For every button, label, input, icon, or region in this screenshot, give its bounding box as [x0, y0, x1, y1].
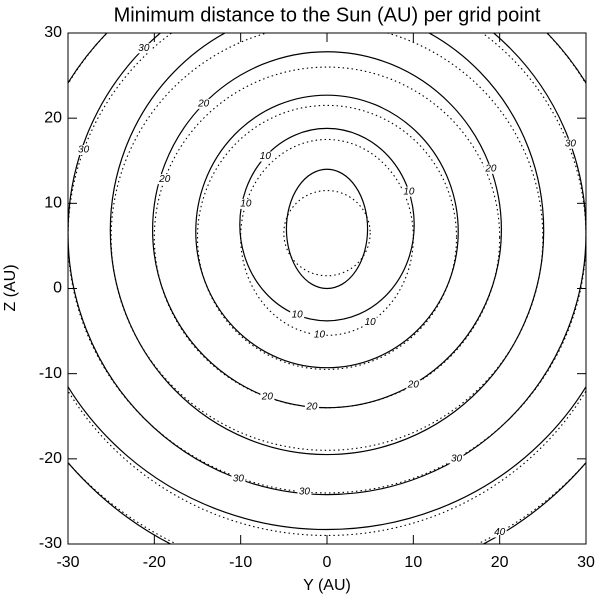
- contour-label: 10: [240, 199, 252, 210]
- contour-line: [239, 127, 415, 322]
- contour-label: 10: [365, 317, 377, 328]
- contour-label-bg: [297, 486, 312, 497]
- y-tick-label: 10: [44, 195, 62, 212]
- contour-label: 40: [494, 527, 506, 538]
- contour-line: [283, 190, 371, 277]
- contour-label: 20: [261, 392, 274, 403]
- y-axis-label: Z (AU): [2, 264, 19, 311]
- contour-label-bg: [312, 329, 327, 340]
- contour-line: [195, 94, 459, 369]
- contour-label-bg: [492, 527, 507, 538]
- contour-line: [68, 33, 586, 531]
- contour-label-bg: [238, 198, 253, 209]
- contour-line: [196, 104, 458, 370]
- contour-line: [153, 66, 501, 409]
- y-tick-label: -30: [39, 535, 62, 552]
- contour-line: [285, 168, 369, 290]
- contour-label-bg: [136, 43, 151, 54]
- contour-label: 20: [305, 402, 318, 413]
- contour-label: 10: [314, 330, 326, 341]
- y-tick-label: 20: [44, 109, 62, 126]
- contour-label-bg: [483, 163, 498, 174]
- x-tick-label: -10: [229, 554, 252, 571]
- contour-line: [109, 33, 545, 456]
- contour-label: 30: [451, 453, 463, 464]
- contour-label-bg: [196, 98, 211, 109]
- contour-label-bg: [231, 473, 246, 484]
- y-tick-label: 30: [44, 24, 62, 41]
- contour-line: [110, 33, 544, 451]
- contour-label-bg: [363, 317, 378, 328]
- contour-labels: 10 10 10 20 20 20 30 30 30 10 10 10 20 20 20 30 30 30 40: [76, 43, 578, 538]
- contour-label-bg: [258, 151, 273, 162]
- contour-label: 10: [292, 310, 304, 321]
- contour-label-bg: [304, 402, 319, 413]
- contour-label-bg: [449, 453, 464, 464]
- x-axis-label: Y (AU): [303, 577, 351, 594]
- contour-label: 20: [197, 99, 210, 110]
- contour-label: 10: [403, 186, 415, 197]
- contour-label: 20: [158, 174, 171, 185]
- contour-label: 30: [78, 145, 90, 156]
- contour-label: 20: [484, 163, 497, 174]
- x-tick-label: 0: [323, 554, 332, 571]
- y-tick-label: -20: [39, 450, 62, 467]
- contour-label-bg: [157, 174, 172, 185]
- y-tick-label: 0: [53, 280, 62, 297]
- contour-line: [240, 138, 414, 336]
- contour-label-bg: [406, 379, 421, 390]
- contour-line: [68, 33, 586, 494]
- x-tick-label: -20: [143, 554, 166, 571]
- y-tick-label: -10: [39, 365, 62, 382]
- contour-label: 30: [233, 473, 245, 484]
- x-tick-label: 30: [577, 554, 595, 571]
- contour-label-bg: [290, 310, 305, 321]
- contour-label-bg: [401, 186, 416, 197]
- x-tick-label: -30: [56, 554, 79, 571]
- contour-line: [68, 33, 586, 496]
- contour-label-bg: [76, 145, 91, 156]
- contour-line: [152, 51, 502, 409]
- contour-label: 10: [260, 151, 272, 162]
- x-tick-label: 20: [491, 554, 509, 571]
- contour-label-bg: [260, 391, 275, 402]
- contour-label-bg: [563, 138, 578, 149]
- contour-line: [68, 33, 586, 536]
- contour-label: 20: [407, 380, 420, 391]
- contour-label: 30: [138, 43, 150, 54]
- x-tick-label: 10: [404, 554, 422, 571]
- contour-label: 30: [299, 487, 311, 498]
- contour-label: 30: [565, 138, 577, 149]
- chart-title: Minimum distance to the Sun (AU) per gri…: [114, 4, 541, 26]
- plot-area: [68, 33, 586, 544]
